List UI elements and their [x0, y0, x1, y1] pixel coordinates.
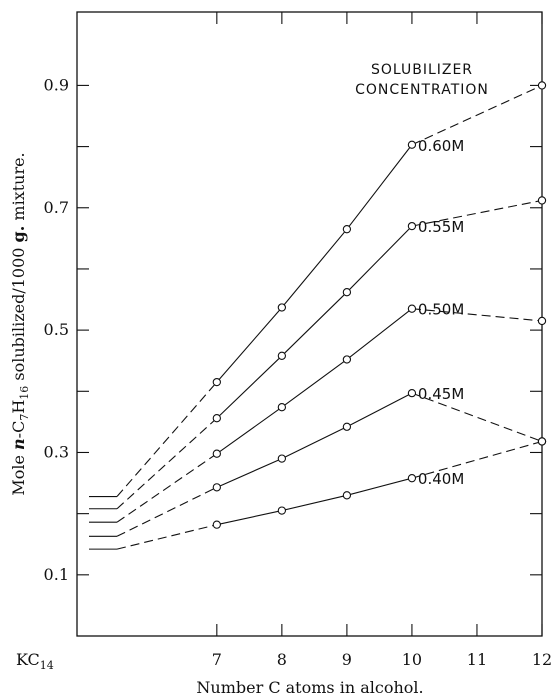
data-point	[537, 196, 547, 205]
series-label: 0.55M	[418, 218, 464, 236]
x-tick-label: 12	[532, 650, 552, 669]
data-point	[277, 506, 287, 515]
data-point	[342, 422, 352, 431]
series-dashed-segment	[411, 392, 543, 442]
legend-title-line-2: CONCENTRATION	[355, 82, 489, 98]
x-tick-label: 8	[277, 650, 287, 669]
series-label: 0.45M	[418, 385, 464, 403]
series-line	[216, 144, 413, 383]
data-point	[407, 304, 417, 313]
x-extra-label: KC14	[16, 650, 54, 672]
series-label: 0.40M	[418, 470, 464, 488]
x-axis-title: Number C atoms in alcohol.	[196, 678, 423, 697]
series-line	[216, 308, 413, 455]
y-tick-label: 0.5	[44, 320, 69, 339]
data-point	[407, 388, 417, 398]
series-dashed-segment	[411, 84, 543, 146]
axis-tick-labels: 7 8 9 10 11 12 0.1 0.3 0.5 0.7 0.9 0.60M 0.55M 0.50M 0…	[44, 75, 553, 669]
series-extrapolation	[116, 381, 218, 497]
axis-ticks	[77, 12, 543, 636]
data-point	[277, 303, 287, 312]
data-point	[212, 449, 221, 458]
data-point	[342, 355, 352, 364]
data-point	[277, 454, 287, 463]
data-point	[537, 437, 547, 446]
data-point	[407, 140, 417, 149]
series-extrapolation	[116, 524, 217, 550]
x-tick-label: 11	[467, 650, 487, 669]
series-label: 0.50M	[418, 301, 464, 319]
x-tick-label: 9	[342, 650, 352, 669]
data-point	[342, 225, 352, 234]
series-extrapolation	[116, 417, 218, 510]
y-tick-label: 0.3	[44, 442, 69, 461]
series-extrapolation	[116, 453, 218, 523]
data-point	[407, 474, 417, 483]
series-dashed-segment	[411, 308, 543, 322]
data-point	[212, 377, 221, 387]
series-dashed-segment	[411, 440, 543, 479]
y-axis-title: Mole n-C7H16 solubilized/1000 g. mixture…	[9, 152, 31, 495]
legend-title-line-1: SOLUBILIZER	[371, 62, 473, 78]
data-point	[537, 316, 547, 326]
data-point	[277, 403, 287, 412]
y-tick-label: 0.1	[44, 565, 69, 584]
data-point	[212, 483, 221, 492]
series-dashed-segment	[411, 199, 543, 227]
y-tick-label: 0.9	[44, 75, 69, 94]
data-point	[277, 351, 287, 360]
y-tick-label: 0.7	[44, 198, 69, 217]
x-tick-label: 7	[212, 650, 222, 669]
series-label: 0.60M	[418, 137, 464, 155]
series-line	[216, 477, 413, 526]
series-line	[216, 225, 413, 419]
data-point	[212, 414, 221, 423]
series-lines	[89, 84, 543, 550]
x-tick-label: 10	[402, 650, 422, 669]
data-point	[342, 491, 352, 500]
data-point	[212, 520, 221, 529]
data-point	[342, 288, 352, 297]
data-point	[537, 81, 547, 90]
series-line	[216, 392, 413, 488]
data-point	[407, 221, 417, 231]
series-markers	[212, 81, 547, 529]
series-extrapolation	[116, 486, 218, 537]
